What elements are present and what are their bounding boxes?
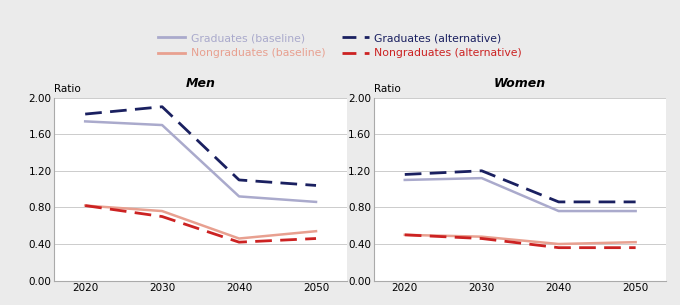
Text: Ratio: Ratio <box>54 84 81 94</box>
Text: Ratio: Ratio <box>374 84 401 94</box>
Legend: Graduates (baseline), Nongraduates (baseline), Graduates (alternative), Nongradu: Graduates (baseline), Nongraduates (base… <box>154 29 526 63</box>
Text: Men: Men <box>186 77 216 90</box>
Text: Women: Women <box>494 77 546 90</box>
